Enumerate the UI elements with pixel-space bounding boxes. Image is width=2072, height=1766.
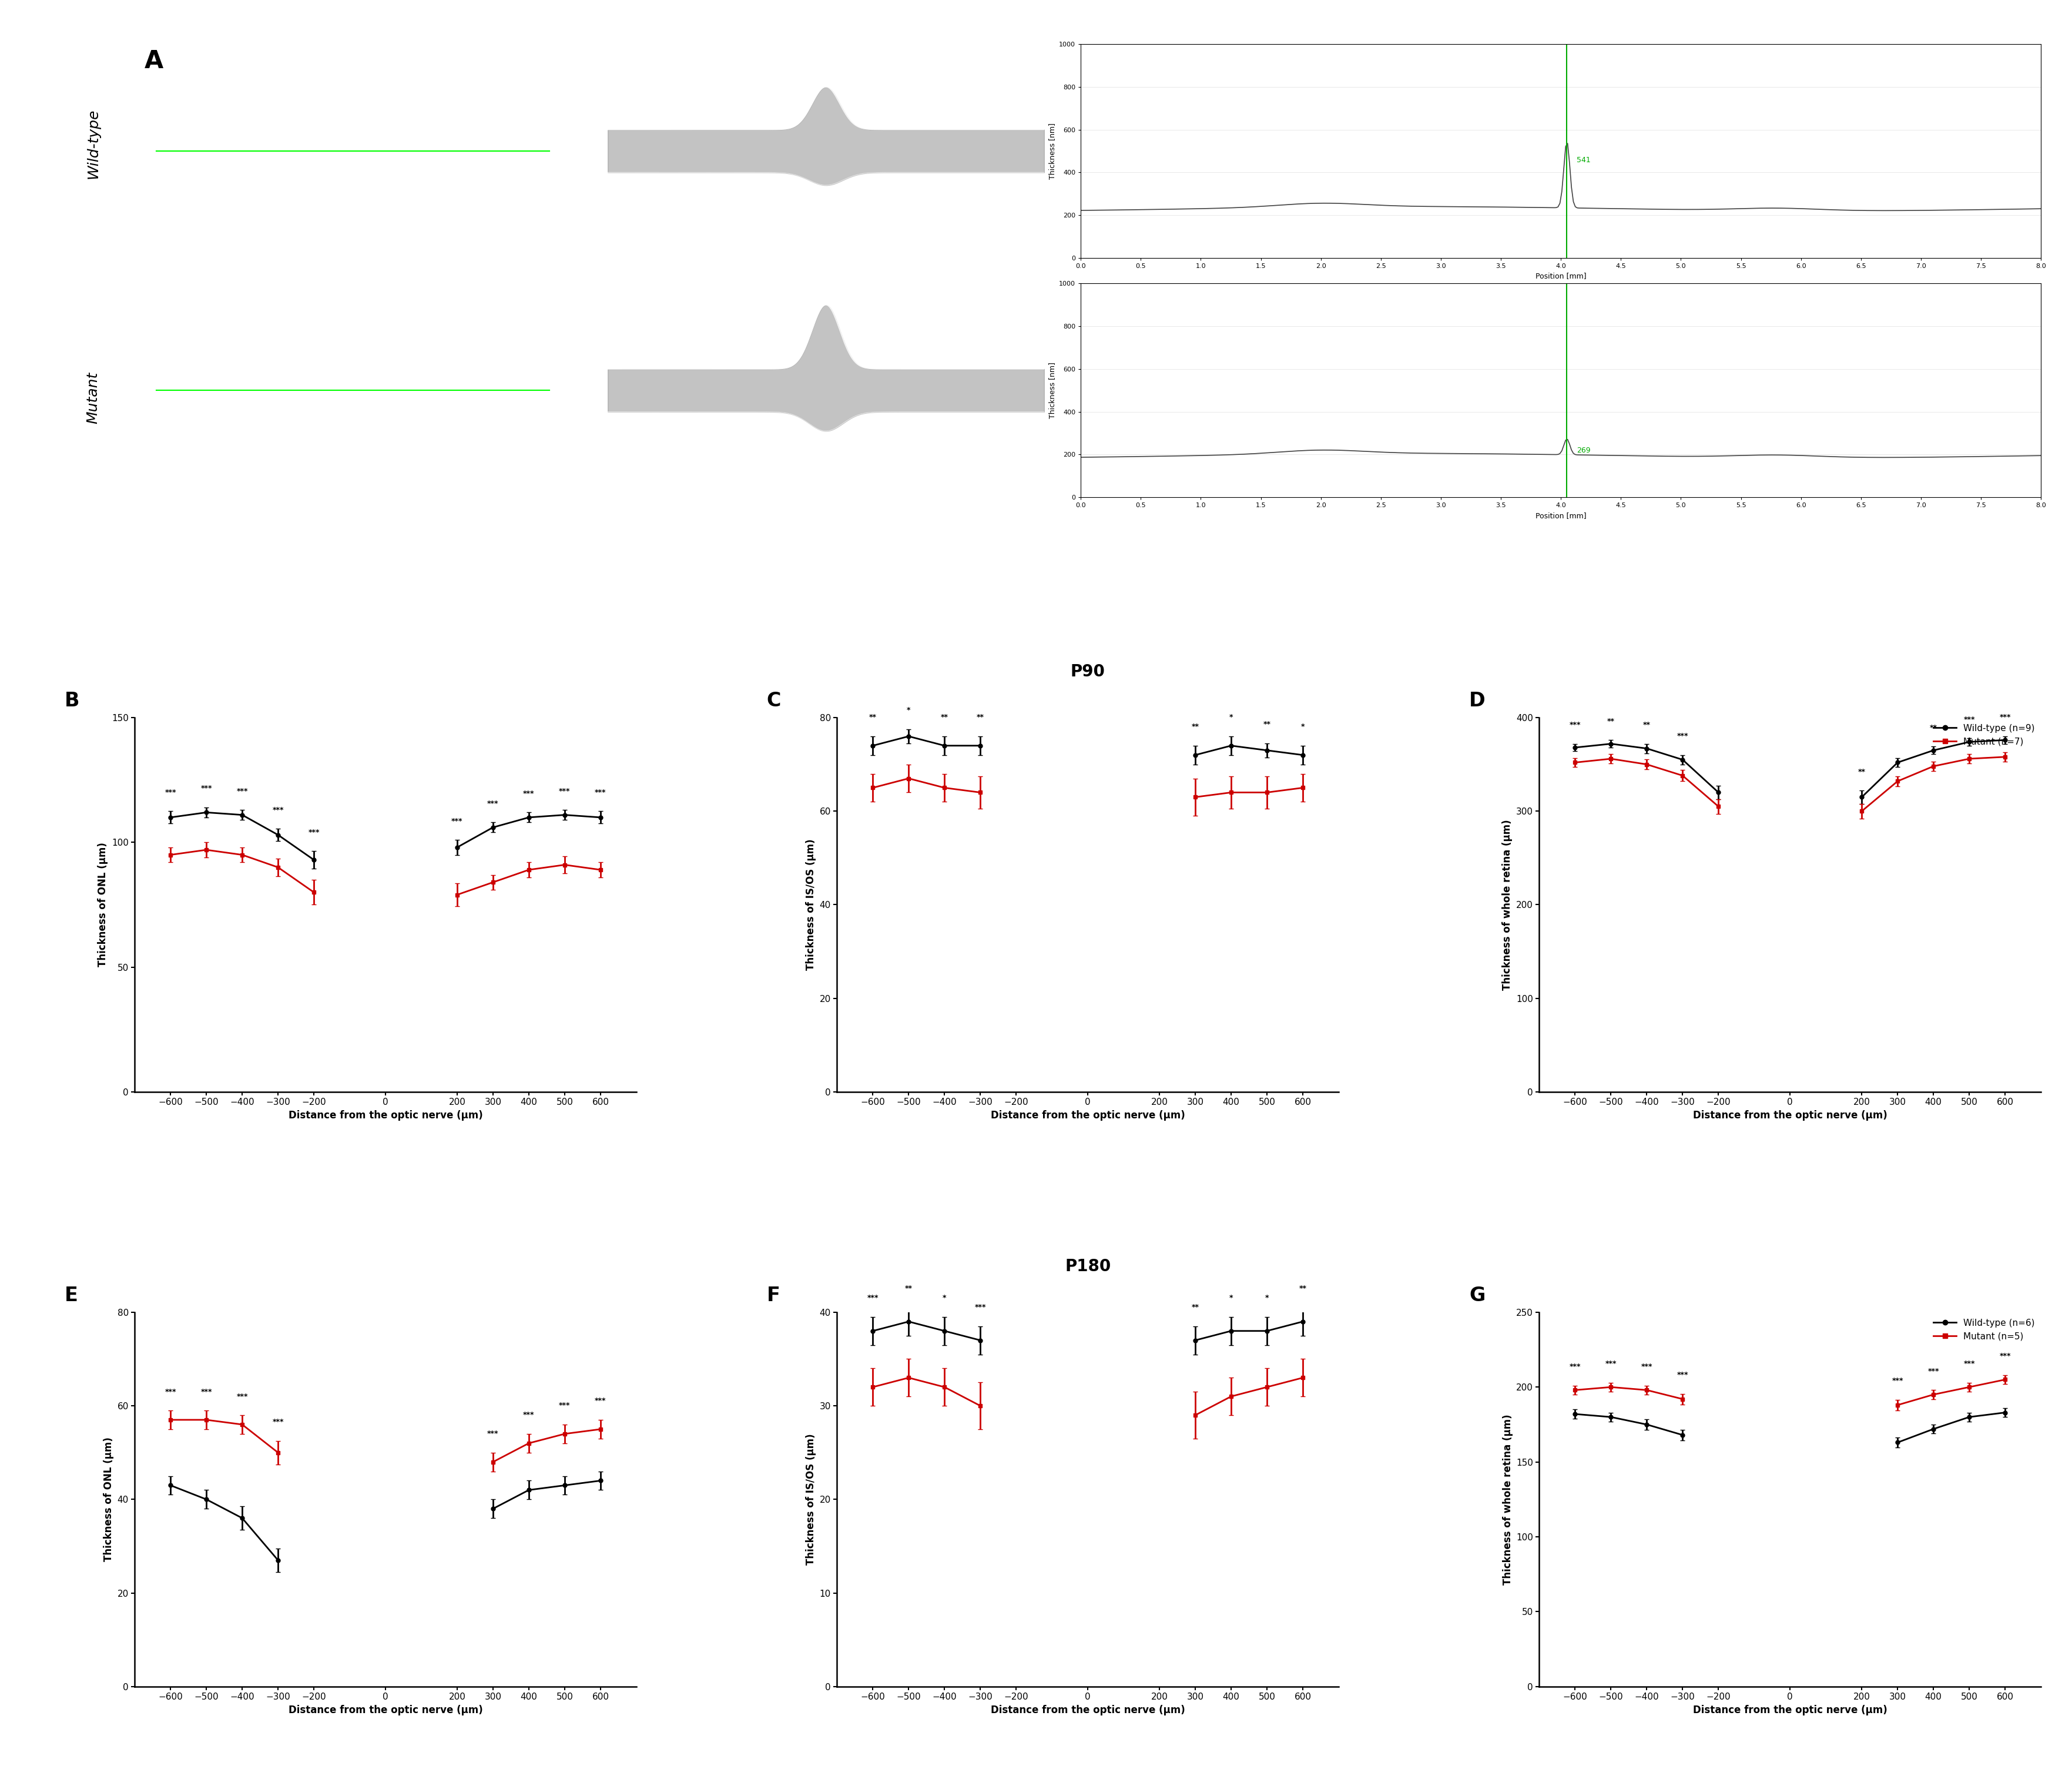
Text: 200 μm: 200 μm [176,466,199,472]
Text: Mutant: Mutant [87,371,99,424]
Y-axis label: Thickness of IS/OS (μm): Thickness of IS/OS (μm) [806,839,816,971]
Text: **: ** [1191,722,1200,731]
Text: ***: *** [236,1393,249,1400]
Text: *: * [943,1294,947,1302]
Text: ***: *** [271,805,284,814]
Text: ***: *** [866,1294,879,1302]
Text: ***: *** [974,1303,986,1312]
X-axis label: Distance from the optic nerve (μm): Distance from the optic nerve (μm) [288,1704,483,1715]
Text: ***: *** [487,1430,499,1438]
Legend: Wild-type (n=6), Mutant (n=5): Wild-type (n=6), Mutant (n=5) [1931,1317,2037,1342]
Text: ***: *** [452,818,462,825]
Text: ***: *** [559,788,570,795]
Text: P180: P180 [1065,1259,1111,1275]
Text: **: ** [941,713,949,721]
Text: ***: *** [201,1388,211,1395]
Text: **: ** [1643,721,1651,729]
Text: ***: *** [559,1402,570,1409]
Y-axis label: Thickness of IS/OS (μm): Thickness of IS/OS (μm) [806,1434,816,1565]
Text: ***: *** [1676,1370,1689,1379]
Text: *: * [1229,1294,1233,1302]
Y-axis label: Thickness [nm]: Thickness [nm] [1048,124,1057,178]
Text: ***: *** [1606,1360,1616,1367]
Text: **: ** [1859,768,1865,775]
Text: ***: *** [166,1388,176,1395]
Text: ***: *** [595,789,607,796]
Text: C: C [767,691,781,710]
X-axis label: Distance from the optic nerve (μm): Distance from the optic nerve (μm) [1693,1111,1888,1121]
Text: *: * [1229,713,1233,721]
Circle shape [313,371,392,410]
X-axis label: Distance from the optic nerve (μm): Distance from the optic nerve (μm) [990,1111,1185,1121]
Text: **: ** [1264,721,1270,728]
Text: ***: *** [595,1397,607,1406]
Text: E: E [64,1286,79,1305]
Text: ***: *** [1927,1367,1939,1376]
Text: D: D [1469,691,1486,710]
Text: ***: *** [201,784,211,793]
Y-axis label: Thickness of whole retina (μm): Thickness of whole retina (μm) [1502,1415,1513,1584]
X-axis label: Distance from the optic nerve (μm): Distance from the optic nerve (μm) [1693,1704,1888,1715]
Text: ***: *** [166,789,176,796]
Text: ***: *** [1676,733,1689,740]
Text: *: * [1266,1294,1268,1302]
Y-axis label: Thickness of whole retina (μm): Thickness of whole retina (μm) [1502,819,1513,991]
Text: G: G [1469,1286,1486,1305]
Text: P90: P90 [1071,664,1104,680]
Text: **: ** [1299,1286,1307,1293]
Text: *: * [908,706,910,713]
Text: ***: *** [1569,721,1581,729]
X-axis label: Position [mm]: Position [mm] [1535,512,1587,519]
Text: ***: *** [309,828,319,835]
Text: **: ** [976,713,984,721]
Text: ***: *** [487,800,499,807]
X-axis label: Position [mm]: Position [mm] [1535,272,1587,281]
Text: ***: *** [1892,1377,1904,1385]
Text: **: ** [905,1286,912,1293]
Text: **: ** [1929,724,1937,731]
Legend: Wild-type (n=9), Mutant (n=7): Wild-type (n=9), Mutant (n=7) [1931,722,2037,747]
Y-axis label: Thickness [nm]: Thickness [nm] [1048,362,1057,419]
Circle shape [313,132,392,170]
Text: 541: 541 [1577,155,1591,164]
Text: 200 μm: 200 μm [970,226,992,233]
Text: *: * [1301,722,1305,731]
Text: ***: *** [1569,1363,1581,1370]
Text: ***: *** [271,1418,284,1425]
Text: F: F [767,1286,781,1305]
Text: ***: *** [236,788,249,795]
Y-axis label: Thickness of ONL (μm): Thickness of ONL (μm) [97,842,108,968]
Text: 269: 269 [1577,447,1591,454]
Text: ***: *** [1999,713,2010,721]
Text: ***: *** [1964,715,1975,724]
Text: ***: *** [1999,1353,2010,1360]
Text: ***: *** [522,789,535,798]
Text: B: B [64,691,79,710]
Text: 200 μm: 200 μm [176,226,199,233]
Text: Wild-type: Wild-type [87,109,99,178]
Text: **: ** [1608,717,1614,726]
X-axis label: Distance from the optic nerve (μm): Distance from the optic nerve (μm) [288,1111,483,1121]
Text: **: ** [868,713,876,721]
X-axis label: Distance from the optic nerve (μm): Distance from the optic nerve (μm) [990,1704,1185,1715]
Text: ***: *** [1641,1363,1653,1370]
Text: A: A [145,49,164,74]
Y-axis label: Thickness of ONL (μm): Thickness of ONL (μm) [104,1438,114,1561]
Text: ***: *** [522,1411,535,1418]
Text: 200 μm: 200 μm [970,466,992,472]
Text: ***: *** [1964,1360,1975,1367]
Text: **: ** [1191,1303,1200,1312]
